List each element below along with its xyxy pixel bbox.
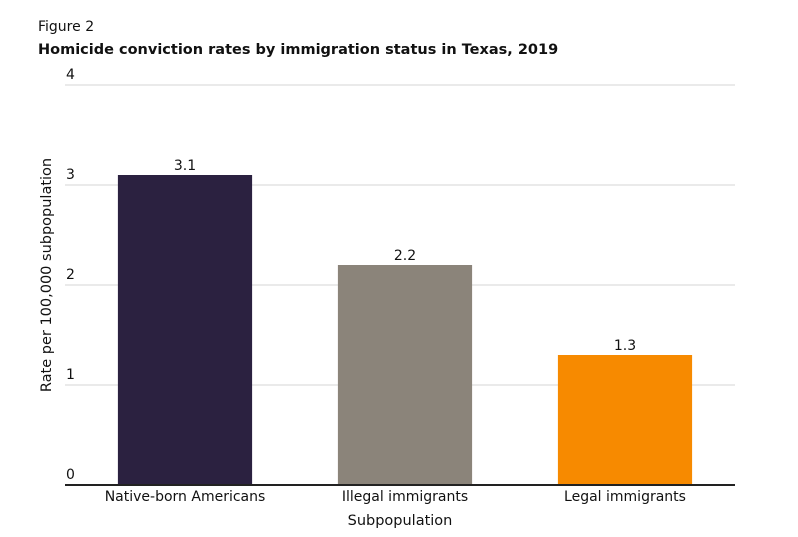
y-tick-label: 1 [66,367,75,383]
figure-label: Figure 2 [38,19,94,35]
y-tick-label: 4 [66,67,75,83]
value-label: 3.1 [174,158,196,174]
bar [117,175,253,485]
value-label: 2.2 [394,248,416,264]
y-tick-label: 0 [66,467,75,483]
x-tick-label: Legal immigrants [564,489,686,505]
y-axis-title: Rate per 100,000 subpopulation [39,158,55,392]
bar [337,265,473,485]
y-tick-label: 2 [66,267,75,283]
value-label: 1.3 [614,338,636,354]
x-axis-title: Subpopulation [348,513,453,529]
x-tick-label: Native-born Americans [105,489,266,505]
chart-title: Homicide conviction rates by immigration… [38,42,558,58]
x-tick-label: Illegal immigrants [342,489,468,505]
y-tick-label: 3 [66,167,75,183]
bar [557,355,693,485]
